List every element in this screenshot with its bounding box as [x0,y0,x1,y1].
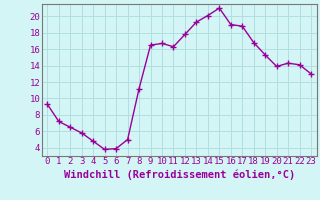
X-axis label: Windchill (Refroidissement éolien,°C): Windchill (Refroidissement éolien,°C) [64,169,295,180]
